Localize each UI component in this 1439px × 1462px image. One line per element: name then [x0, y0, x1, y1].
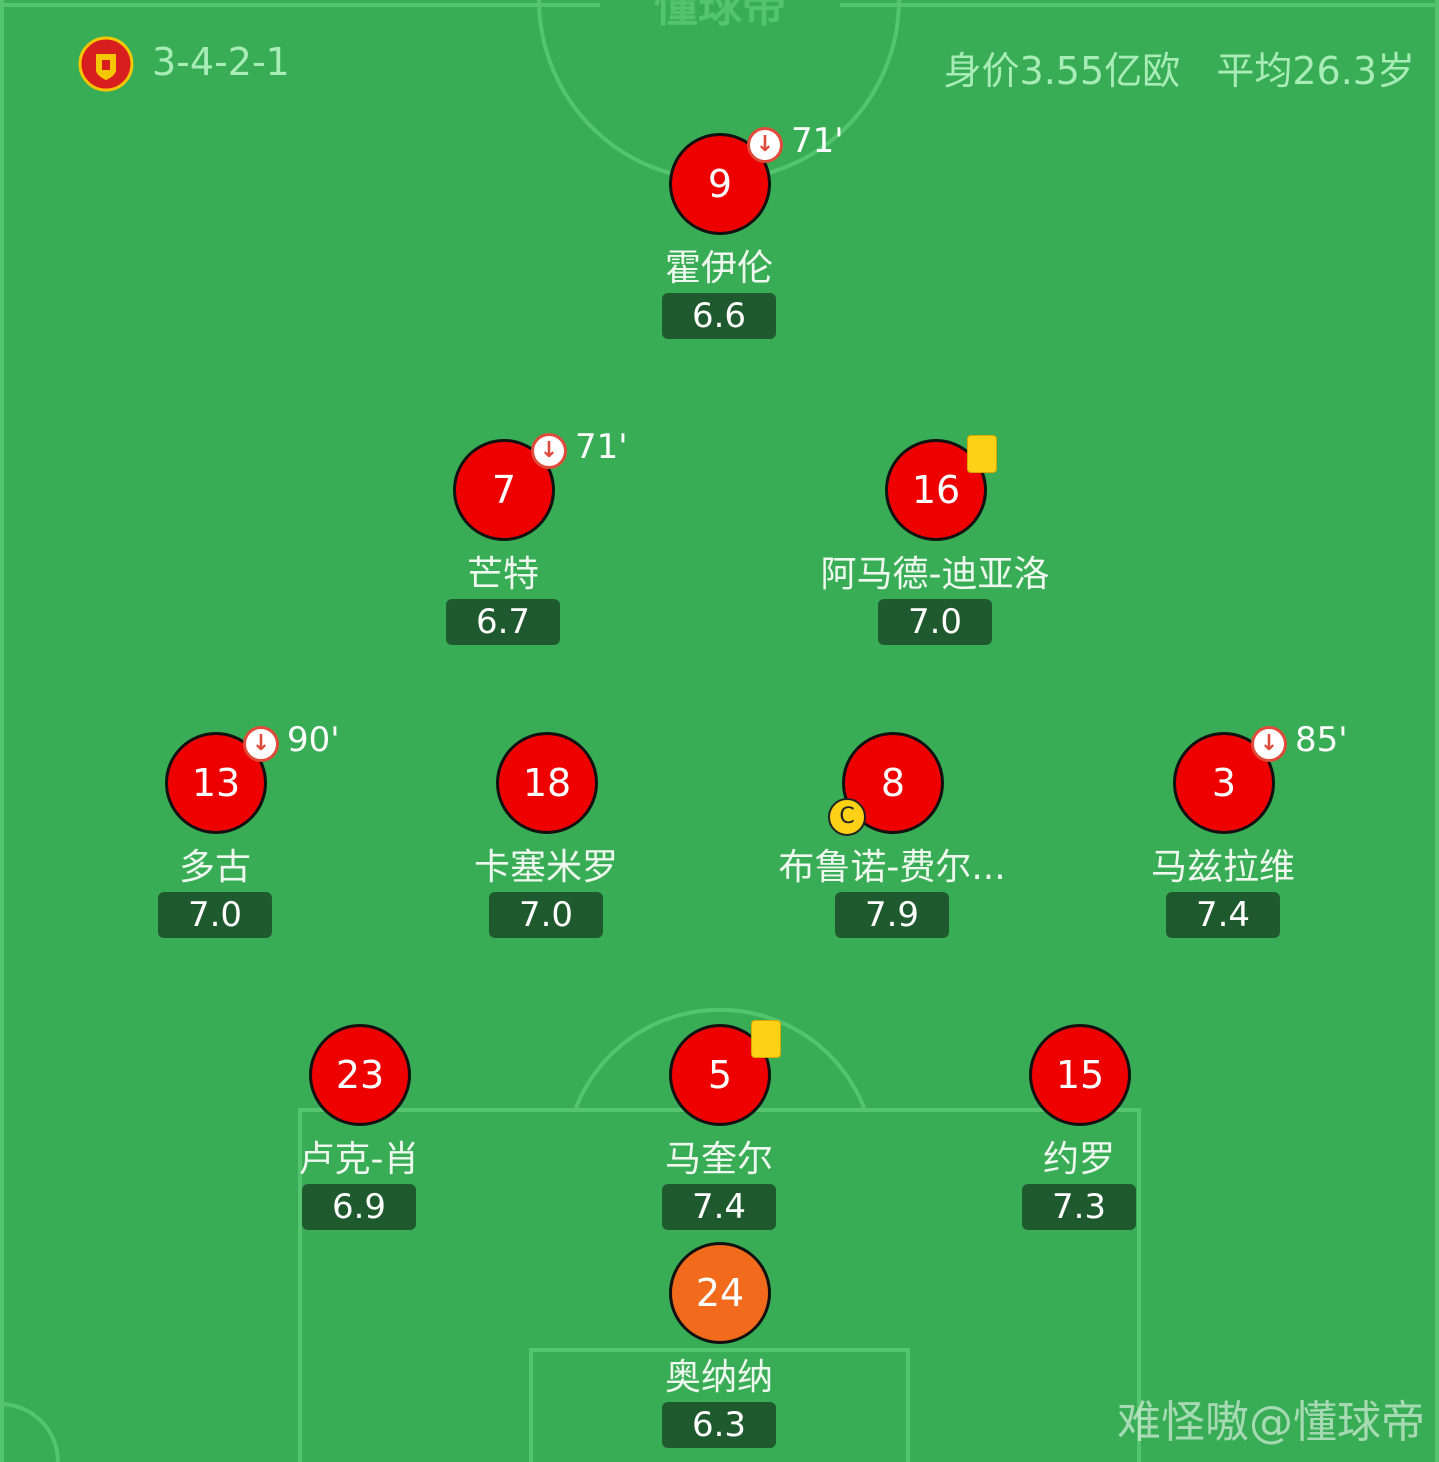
jersey-number: 15	[1029, 1024, 1131, 1126]
jersey-number: 23	[309, 1024, 411, 1126]
player-name: 卢克-肖	[298, 1139, 420, 1180]
team-value-age: 身价3.55亿欧 平均26.3岁	[943, 49, 1415, 93]
sub-minute: 90'	[287, 720, 340, 760]
jersey-number: 7	[453, 439, 555, 541]
player-rating: 7.0	[489, 892, 603, 938]
formation: 3-4-2-1	[152, 40, 290, 84]
player-name: 多古	[178, 847, 251, 888]
jersey-number: 24	[669, 1242, 771, 1344]
player-rating: 6.9	[302, 1184, 416, 1230]
player-name: 阿马德-迪亚洛	[820, 554, 1050, 595]
yellow-card-icon	[751, 1020, 781, 1058]
player-name: 马兹拉维	[1150, 847, 1295, 888]
player-name: 奥纳纳	[664, 1357, 773, 1398]
team-crest-icon	[78, 36, 134, 92]
yellow-card-icon	[967, 435, 997, 473]
sub-minute: 85'	[1295, 720, 1348, 760]
sub-minute: 71'	[575, 427, 628, 467]
sub-out-arrow-icon: ↓	[243, 726, 279, 762]
jersey-number: 13	[165, 732, 267, 834]
sub-out-arrow-icon: ↓	[531, 433, 567, 469]
player-name: 约罗	[1042, 1139, 1115, 1180]
player-name: 卡塞米罗	[473, 847, 618, 888]
sub-out-arrow-icon: ↓	[747, 127, 783, 163]
player-name: 布鲁诺-费尔...	[778, 847, 1006, 888]
sub-minute: 71'	[791, 121, 844, 161]
player-rating: 6.3	[662, 1402, 776, 1448]
watermark: 难怪嗷@懂球帝	[1117, 1397, 1425, 1448]
player-name: 霍伊伦	[664, 248, 773, 289]
player-rating: 7.0	[878, 599, 992, 645]
player-rating: 7.0	[158, 892, 272, 938]
player-name: 芒特	[466, 554, 539, 595]
player-rating: 7.4	[1166, 892, 1280, 938]
player-rating: 6.6	[662, 293, 776, 339]
sub-out-arrow-icon: ↓	[1251, 726, 1287, 762]
brand-logo: 懂球帝	[600, 0, 840, 30]
player-name: 马奎尔	[664, 1139, 773, 1180]
captain-badge: C	[828, 798, 866, 836]
player-rating: 6.7	[446, 599, 560, 645]
player-rating: 7.4	[662, 1184, 776, 1230]
player-rating: 7.9	[835, 892, 949, 938]
jersey-number: 18	[496, 732, 598, 834]
player-rating: 7.3	[1022, 1184, 1136, 1230]
